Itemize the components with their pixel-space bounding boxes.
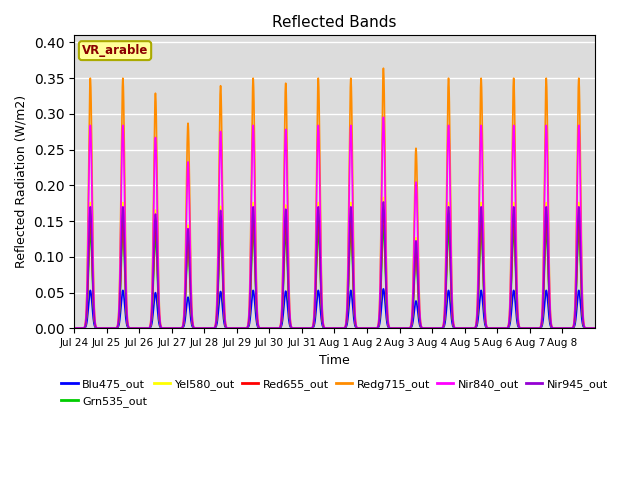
Blu475_out xyxy=(586,325,593,331)
Blu475_out xyxy=(591,325,599,331)
Red655_out xyxy=(177,325,184,331)
Red655_out xyxy=(401,325,409,331)
Yel580_out xyxy=(177,325,184,331)
Redg715_out xyxy=(447,239,455,244)
Grn535_out xyxy=(591,325,599,331)
Line: Yel580_out: Yel580_out xyxy=(74,197,595,328)
Redg715_out xyxy=(177,325,184,331)
Yel580_out xyxy=(512,256,520,262)
Redg715_out xyxy=(481,277,488,283)
Red655_out xyxy=(447,286,455,291)
Nir840_out xyxy=(380,114,387,120)
Nir945_out xyxy=(481,302,488,308)
Red655_out xyxy=(512,262,520,268)
Yel580_out xyxy=(70,325,78,331)
Nir840_out xyxy=(586,325,593,331)
Line: Red655_out: Red655_out xyxy=(74,209,595,328)
Red655_out xyxy=(481,303,488,309)
Blu475_out xyxy=(481,318,488,324)
Redg715_out xyxy=(396,325,404,331)
Nir945_out xyxy=(512,258,520,264)
Grn535_out xyxy=(380,223,387,228)
Blu475_out xyxy=(447,312,455,318)
Blu475_out xyxy=(512,304,520,310)
Nir840_out xyxy=(591,325,599,331)
Red655_out xyxy=(396,325,404,331)
Grn535_out xyxy=(586,325,593,331)
Redg715_out xyxy=(401,325,409,331)
Red655_out xyxy=(591,325,599,331)
Nir945_out xyxy=(586,325,593,331)
Redg715_out xyxy=(70,325,78,331)
Nir945_out xyxy=(177,325,184,331)
Redg715_out xyxy=(591,325,599,331)
Title: Reflected Bands: Reflected Bands xyxy=(272,15,397,30)
Grn535_out xyxy=(447,291,455,297)
Red655_out xyxy=(380,206,387,212)
Blu475_out xyxy=(401,325,409,331)
Grn535_out xyxy=(396,325,404,331)
Nir840_out xyxy=(447,255,455,261)
Blu475_out xyxy=(380,286,387,292)
Yel580_out xyxy=(586,325,593,331)
Nir840_out xyxy=(396,325,404,331)
Nir945_out xyxy=(447,283,455,289)
Blu475_out xyxy=(70,325,78,331)
Nir945_out xyxy=(70,325,78,331)
Nir945_out xyxy=(401,325,409,331)
Nir840_out xyxy=(177,325,184,331)
Redg715_out xyxy=(380,65,387,71)
Nir840_out xyxy=(70,325,78,331)
Grn535_out xyxy=(401,325,409,331)
Yel580_out xyxy=(447,282,455,288)
Line: Redg715_out: Redg715_out xyxy=(74,68,595,328)
Blu475_out xyxy=(396,325,404,331)
Legend: Blu475_out, Grn535_out, Yel580_out, Red655_out, Redg715_out, Nir840_out, Nir945_: Blu475_out, Grn535_out, Yel580_out, Red6… xyxy=(56,375,612,411)
Y-axis label: Reflected Radiation (W/m2): Reflected Radiation (W/m2) xyxy=(15,95,28,268)
Line: Nir840_out: Nir840_out xyxy=(74,117,595,328)
Text: VR_arable: VR_arable xyxy=(82,44,148,57)
Redg715_out xyxy=(586,325,593,331)
Grn535_out xyxy=(70,325,78,331)
Grn535_out xyxy=(177,325,184,331)
Yel580_out xyxy=(396,325,404,331)
Nir945_out xyxy=(380,199,387,205)
Nir840_out xyxy=(401,325,409,331)
Nir945_out xyxy=(396,325,404,331)
Blu475_out xyxy=(177,325,184,331)
Redg715_out xyxy=(512,188,520,193)
Grn535_out xyxy=(512,271,520,277)
Nir840_out xyxy=(481,287,488,292)
Nir840_out xyxy=(512,214,520,219)
Grn535_out xyxy=(481,307,488,312)
Line: Blu475_out: Blu475_out xyxy=(74,289,595,328)
Line: Grn535_out: Grn535_out xyxy=(74,226,595,328)
Red655_out xyxy=(70,325,78,331)
Yel580_out xyxy=(380,194,387,200)
Nir945_out xyxy=(591,325,599,331)
Yel580_out xyxy=(481,301,488,307)
Yel580_out xyxy=(401,325,409,331)
Yel580_out xyxy=(591,325,599,331)
Line: Nir945_out: Nir945_out xyxy=(74,202,595,328)
Red655_out xyxy=(586,325,593,331)
X-axis label: Time: Time xyxy=(319,354,350,367)
